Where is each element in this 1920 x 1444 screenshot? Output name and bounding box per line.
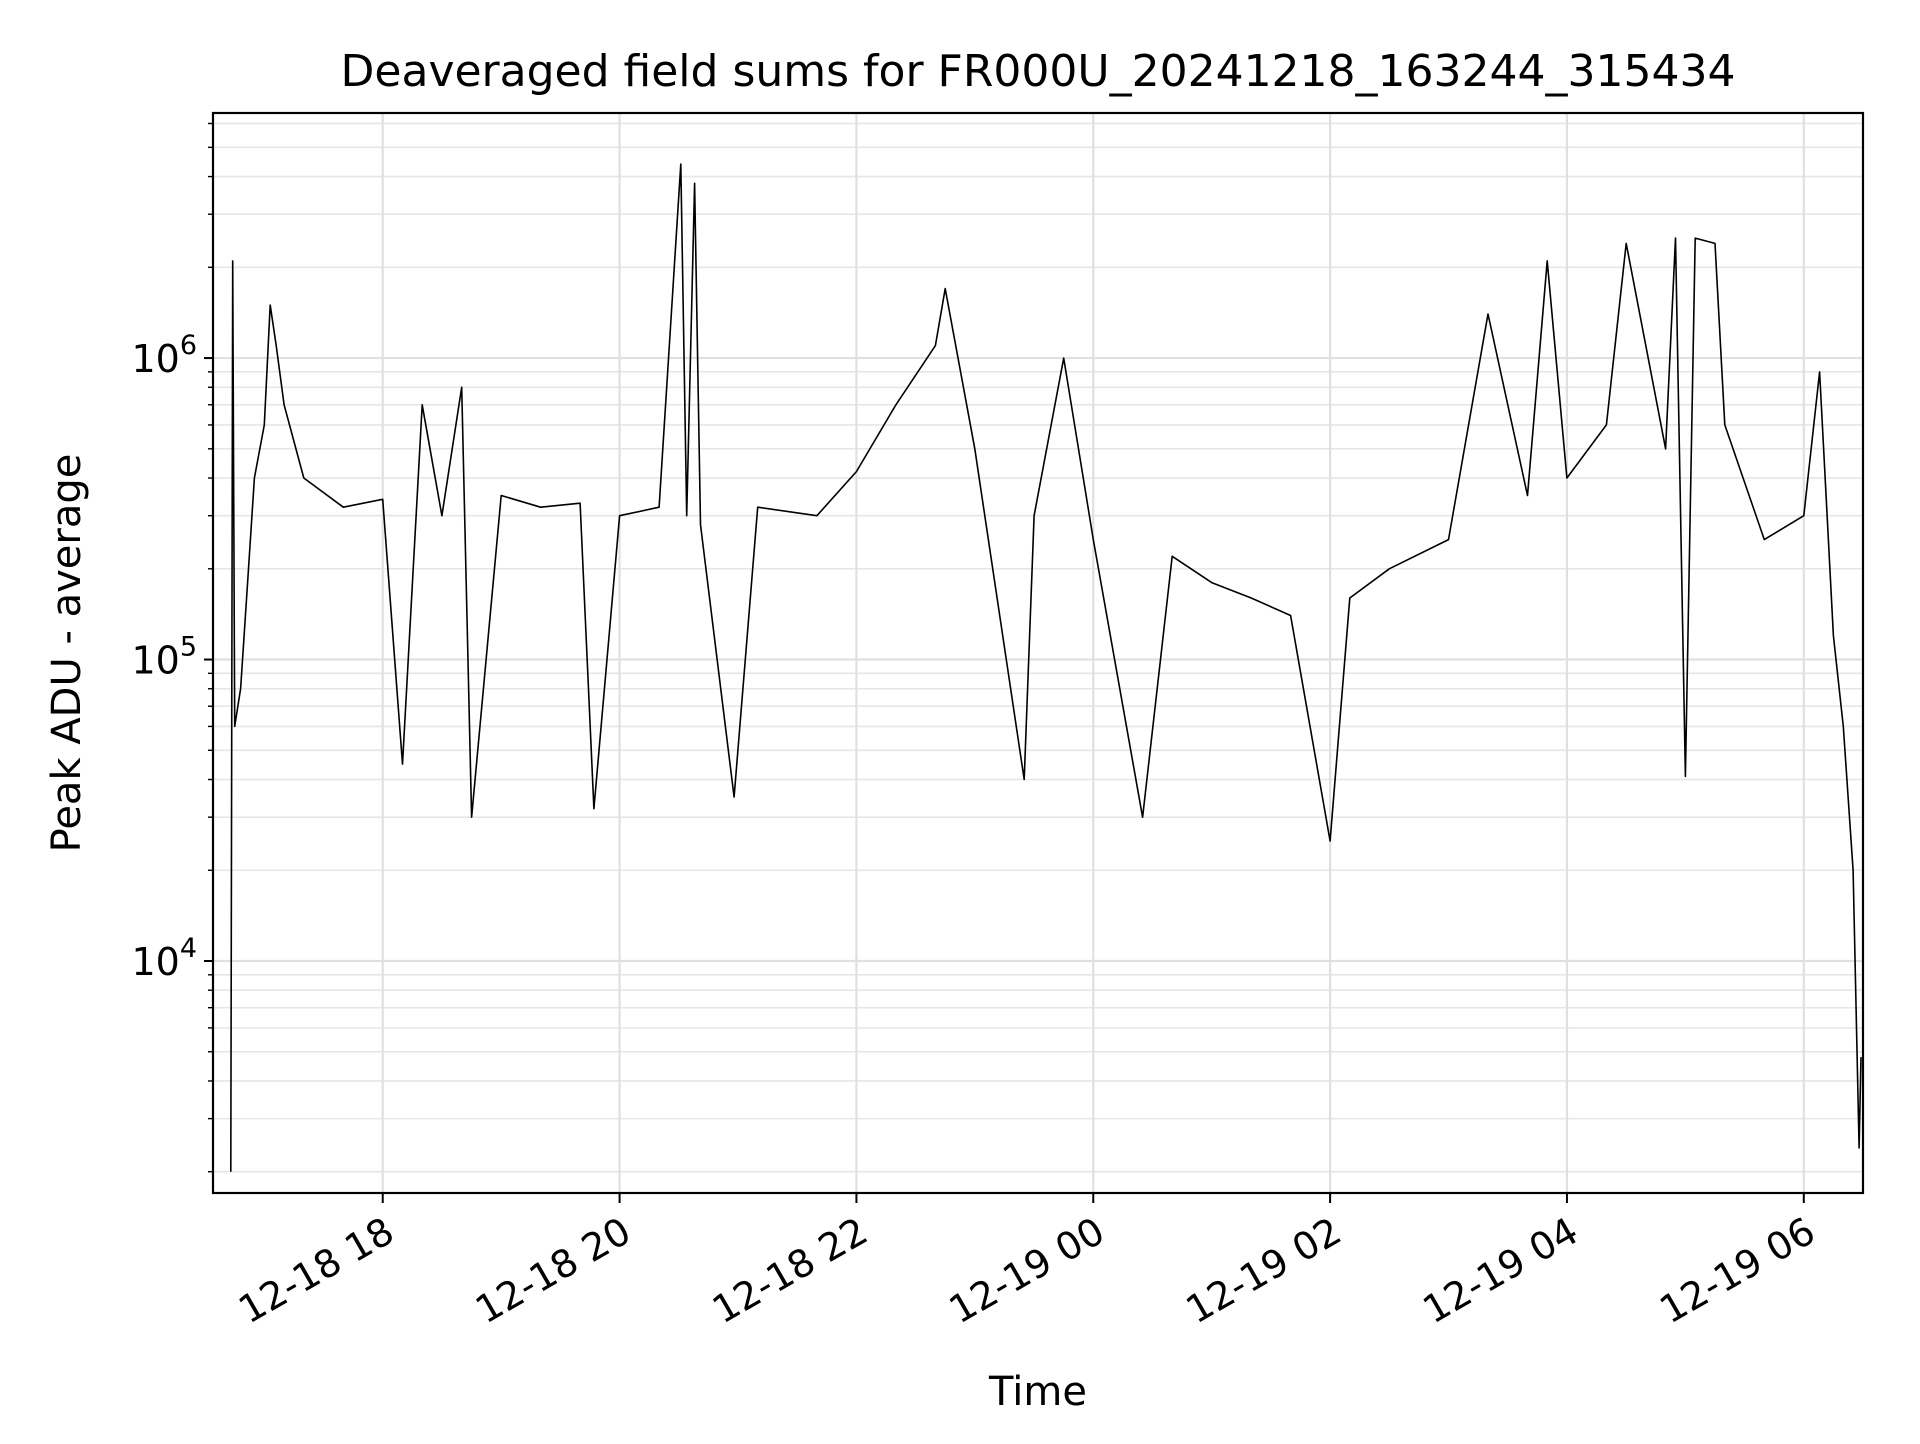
series-layer (230, 163, 1862, 1172)
plot-frame (211, 111, 1865, 1195)
y-axis-label: Peak ADU - average (44, 454, 90, 853)
y-tick-label: 106 (131, 330, 197, 381)
chart-title: Deaveraged field sums for FR000U_2024121… (341, 46, 1736, 97)
series-line (230, 163, 1862, 1172)
grid-layer (213, 113, 1863, 1193)
y-tick-label: 105 (131, 632, 197, 683)
y-tick-label: 104 (131, 933, 197, 984)
x-axis-label: Time (988, 1369, 1087, 1415)
